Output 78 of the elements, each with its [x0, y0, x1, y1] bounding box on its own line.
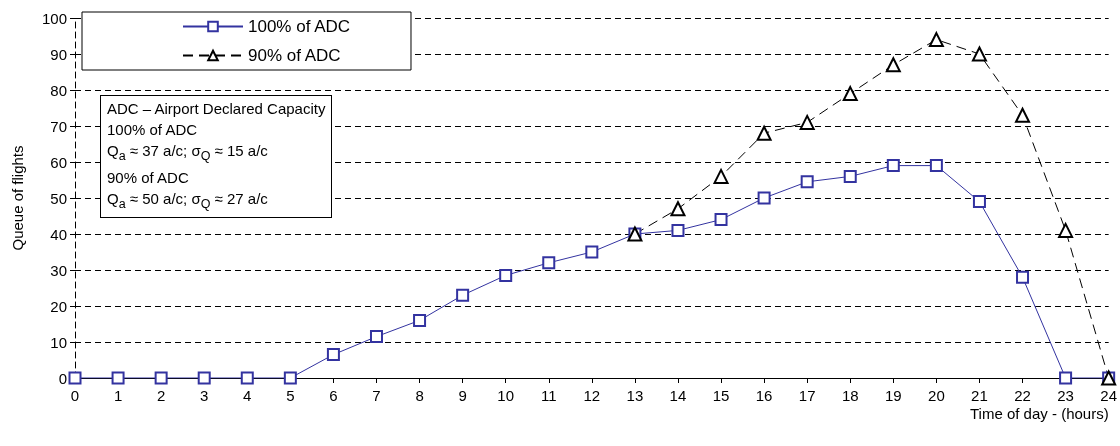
annotation: ADC – Airport Declared Capacity [107, 99, 326, 119]
point [369, 330, 383, 344]
point [326, 348, 340, 362]
x-tick-label: 16 [755, 387, 773, 404]
x-tick-label: 4 [243, 387, 252, 404]
annotation: Q$_{a}$ ≈ 50 a/c; σ$_{Q}$ ≈ 27 a/c [107, 189, 269, 213]
point [68, 371, 82, 385]
point [1059, 371, 1073, 385]
y-tick-label: 90 [50, 45, 67, 63]
y-axis-title: Queue of flights [9, 145, 26, 251]
point [1015, 107, 1031, 123]
point [197, 371, 211, 385]
x-tick-label: 22 [1014, 387, 1031, 404]
y-tick-label: 0 [58, 369, 67, 387]
legend-label: 90% of ADC [248, 46, 341, 65]
point [713, 168, 729, 184]
y-tick-label: 80 [50, 81, 67, 99]
x-tick-label: 5 [286, 387, 295, 404]
point [885, 57, 901, 73]
point [111, 371, 125, 385]
point [800, 175, 814, 189]
annotation: Q$_{a}$ ≈ 37 a/c; σ$_{Q}$ ≈ 15 a/c [107, 141, 269, 165]
y-tick-label: 10 [50, 333, 67, 351]
point [283, 371, 297, 385]
y-tick-label: 70 [50, 117, 67, 135]
x-tick-label: 9 [458, 387, 467, 404]
x-tick-label: 24 [1100, 387, 1117, 404]
point [413, 313, 427, 327]
point [456, 288, 470, 302]
y-tick-label: 50 [50, 189, 67, 207]
legend-label: 100% of ADC [248, 17, 351, 36]
x-tick-label: 20 [928, 387, 945, 404]
x-tick-label: 12 [583, 387, 601, 404]
x-tick-label: 2 [156, 387, 166, 404]
x-axis-title: Time of day - (hours) [970, 405, 1109, 422]
point [843, 169, 857, 183]
point [714, 213, 728, 227]
x-tick-label: 7 [372, 387, 381, 404]
x-tick-label: 3 [200, 387, 209, 404]
x-tick-label: 1 [113, 387, 123, 404]
x-tick-label: 8 [415, 387, 424, 404]
point [886, 159, 900, 173]
y-tick-label: 30 [50, 261, 67, 279]
x-tick-label: 19 [884, 387, 902, 404]
point [972, 195, 986, 209]
x-tick-label: 17 [798, 387, 816, 404]
x-tick-label: 15 [712, 387, 730, 404]
point [842, 86, 858, 102]
x-tick-label: 14 [669, 387, 687, 404]
y-tick-label: 100 [41, 9, 67, 27]
x-tick-label: 23 [1057, 387, 1074, 404]
point [971, 46, 987, 62]
point [928, 32, 944, 48]
point [240, 371, 254, 385]
x-tick-label: 11 [540, 387, 557, 404]
point [542, 256, 556, 270]
point [671, 223, 685, 237]
annotation: 100% of ADC [107, 120, 199, 140]
point [670, 201, 686, 217]
y-tick-label: 60 [50, 153, 67, 171]
point [154, 371, 168, 385]
annotation: 90% of ADC [107, 168, 190, 188]
x-tick-label: 21 [971, 387, 988, 404]
point [499, 268, 513, 282]
point [757, 191, 771, 205]
point [929, 159, 943, 173]
point [585, 245, 599, 259]
point [756, 125, 772, 141]
x-tick-label: 6 [329, 387, 338, 404]
x-tick-label: 18 [841, 387, 859, 404]
x-tick-label: 13 [626, 387, 644, 404]
point [799, 114, 815, 130]
y-tick-label: 40 [50, 225, 67, 243]
y-tick-label: 20 [50, 297, 67, 315]
x-tick-label: 0 [70, 387, 80, 404]
point [1058, 222, 1074, 238]
point [1016, 270, 1030, 284]
x-tick-label: 10 [497, 387, 515, 404]
